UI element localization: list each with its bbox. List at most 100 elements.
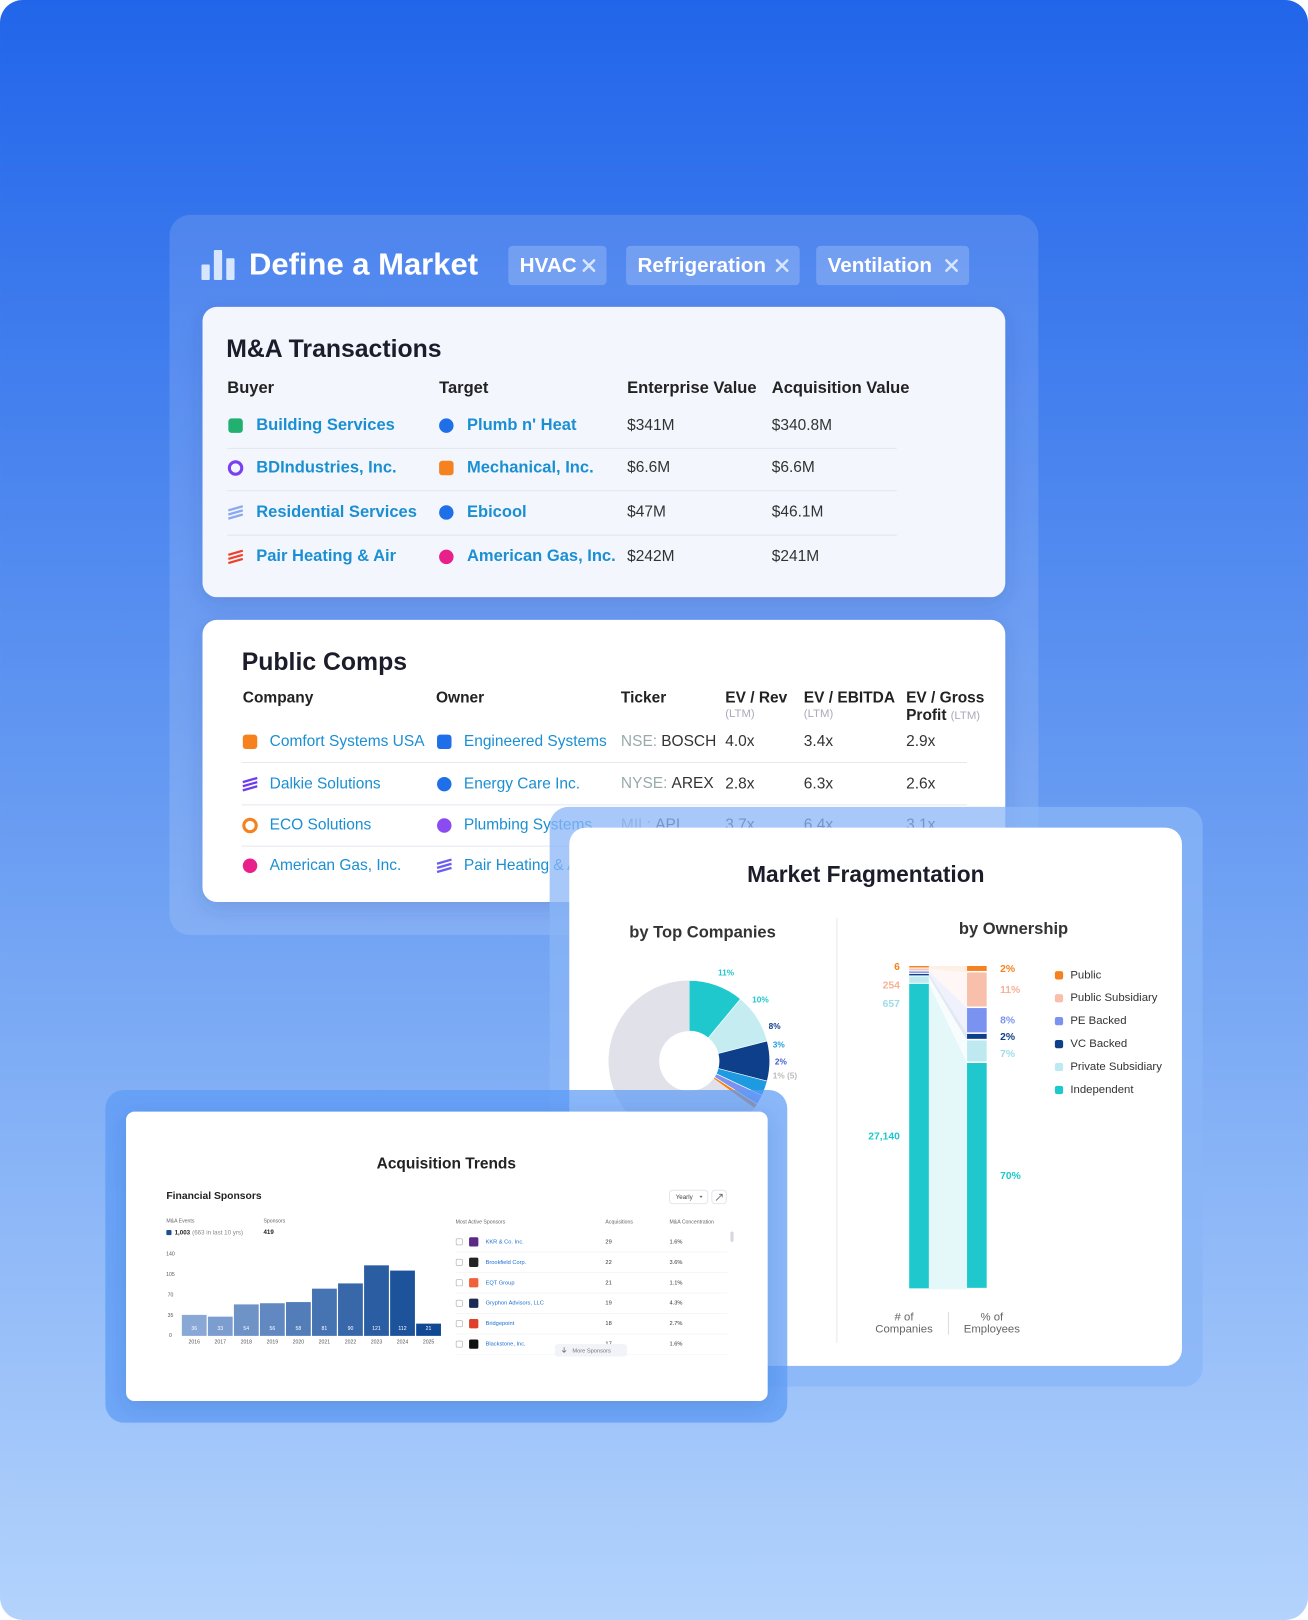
owner-link[interactable]: Energy Care Inc. bbox=[464, 775, 580, 792]
column-header: Ticker bbox=[621, 690, 666, 707]
sponsor-link[interactable]: Gryphon Advisors, LLC bbox=[486, 1301, 544, 1307]
column-header: Most Active Sponsors bbox=[456, 1220, 506, 1226]
sponsor-logo bbox=[469, 1339, 479, 1349]
exchange: NSE: bbox=[621, 733, 657, 750]
company-link[interactable]: American Gas, Inc. bbox=[270, 857, 402, 874]
bar-value: 36 bbox=[191, 1326, 197, 1332]
sponsor-link[interactable]: Bridgepoint bbox=[486, 1321, 515, 1327]
column-header: M&A Concentration bbox=[669, 1220, 714, 1226]
checkbox[interactable] bbox=[455, 1238, 463, 1246]
sponsor-link[interactable]: Blackstone, Inc. bbox=[486, 1342, 526, 1348]
logo bbox=[437, 734, 452, 750]
metric-cell: 2.8x bbox=[725, 775, 755, 792]
checkbox[interactable] bbox=[455, 1279, 463, 1287]
section-title: Financial Sponsors bbox=[166, 1191, 262, 1202]
company-link[interactable]: Comfort Systems USA bbox=[270, 733, 426, 750]
company-link[interactable]: Dalkie Solutions bbox=[270, 775, 381, 792]
cell: 1.1% bbox=[669, 1280, 682, 1286]
bar-value: 54 bbox=[243, 1326, 249, 1332]
value-cell: $6.6M bbox=[627, 459, 670, 476]
column-header: Owner bbox=[436, 690, 484, 707]
x-tick-label: 2022 bbox=[345, 1339, 357, 1345]
axis-label: % of bbox=[980, 1311, 1004, 1323]
logo bbox=[228, 418, 243, 433]
card-title: Market Fragmentation bbox=[747, 861, 984, 887]
bar-label: 70% bbox=[1000, 1171, 1021, 1182]
tag-chip[interactable]: HVAC bbox=[508, 245, 607, 286]
stat-swatch bbox=[166, 1229, 172, 1236]
column-header: Profit (LTM) bbox=[906, 707, 980, 724]
pie-label: 8% bbox=[769, 1022, 782, 1031]
metric-cell: 3.4x bbox=[804, 733, 834, 750]
more-button[interactable]: More Sponsors bbox=[554, 1344, 628, 1357]
logo bbox=[228, 513, 244, 520]
tag-chip[interactable]: Ventilation bbox=[816, 245, 970, 286]
logo bbox=[242, 858, 258, 874]
value-cell: $242M bbox=[627, 548, 674, 565]
value-cell: $46.1M bbox=[772, 504, 824, 521]
buyer-link[interactable]: Building Services bbox=[256, 415, 395, 434]
bar bbox=[207, 1316, 233, 1336]
bar-segment bbox=[909, 968, 929, 971]
sponsor-logo bbox=[469, 1278, 479, 1288]
buyer-link[interactable]: Pair Heating & Air bbox=[256, 546, 396, 565]
sponsor-link[interactable]: KKR & Co. Inc. bbox=[486, 1239, 525, 1245]
card-title: Public Comps bbox=[242, 649, 407, 676]
buyer-link[interactable]: Residential Services bbox=[256, 502, 417, 521]
buyer-link[interactable]: BDIndustries, Inc. bbox=[256, 457, 396, 476]
cell: 3.6% bbox=[669, 1260, 682, 1266]
owner-link[interactable]: Engineered Systems bbox=[464, 733, 607, 750]
company-link[interactable]: ECO Solutions bbox=[270, 817, 372, 834]
bar-label: 2% bbox=[1000, 1032, 1015, 1043]
bar-segment bbox=[967, 1040, 987, 1062]
header-sub: (LTM) bbox=[804, 708, 834, 720]
bar-label: 8% bbox=[1000, 1016, 1015, 1027]
checkbox[interactable] bbox=[455, 1320, 463, 1328]
sponsor-link[interactable]: Brookfield Corp. bbox=[486, 1260, 527, 1266]
target-link[interactable]: Plumb n' Heat bbox=[467, 415, 577, 434]
bar-value: 56 bbox=[269, 1326, 275, 1332]
header-line: EV / EBITDA bbox=[804, 690, 895, 707]
caret bbox=[699, 1195, 703, 1198]
logo bbox=[228, 549, 244, 556]
target-link[interactable]: Ebicool bbox=[467, 502, 527, 521]
bar-value: 21 bbox=[426, 1326, 432, 1332]
bar-value: 58 bbox=[296, 1326, 302, 1332]
events: 1,003 bbox=[175, 1229, 191, 1236]
flow bbox=[928, 966, 968, 973]
bar-label: 11% bbox=[1000, 985, 1020, 996]
column-header: Acquisition Value bbox=[772, 378, 910, 397]
pie-label: 10% bbox=[752, 995, 769, 1004]
bar bbox=[416, 1323, 441, 1336]
checkbox[interactable] bbox=[455, 1258, 463, 1266]
checkbox[interactable] bbox=[455, 1299, 463, 1307]
bar-value: 81 bbox=[322, 1326, 328, 1332]
legend-label: Independent bbox=[1070, 1084, 1134, 1096]
logo bbox=[439, 505, 454, 520]
sponsor-link[interactable]: EQT Group bbox=[486, 1280, 515, 1286]
legend-swatch bbox=[1054, 1039, 1064, 1049]
y-tick-label: 70 bbox=[168, 1292, 174, 1298]
period-select[interactable]: Yearly bbox=[668, 1189, 709, 1205]
scrollbar bbox=[730, 1231, 734, 1242]
bar-segment bbox=[909, 971, 929, 973]
ticker: NYSE: AREX bbox=[621, 775, 714, 792]
tag-chip[interactable]: Refrigeration bbox=[626, 245, 800, 286]
stat-value: 419 bbox=[263, 1229, 274, 1236]
bar-value: 33 bbox=[217, 1326, 223, 1332]
logo bbox=[436, 866, 452, 874]
target-link[interactable]: American Gas, Inc. bbox=[467, 546, 616, 565]
legend-swatch bbox=[1054, 1085, 1064, 1095]
metric-cell: 4.0x bbox=[725, 733, 755, 750]
header-sub: (LTM) bbox=[951, 710, 981, 722]
value-cell: $340.8M bbox=[772, 417, 832, 434]
bar bbox=[233, 1304, 259, 1336]
checkbox[interactable] bbox=[455, 1340, 463, 1348]
target-link[interactable]: Mechanical, Inc. bbox=[467, 457, 594, 476]
header-line: EV / Rev bbox=[725, 690, 787, 707]
tag-close bbox=[582, 259, 596, 272]
logo bbox=[228, 505, 244, 512]
button-bg bbox=[554, 1344, 628, 1357]
header-line: Profit bbox=[906, 707, 946, 724]
